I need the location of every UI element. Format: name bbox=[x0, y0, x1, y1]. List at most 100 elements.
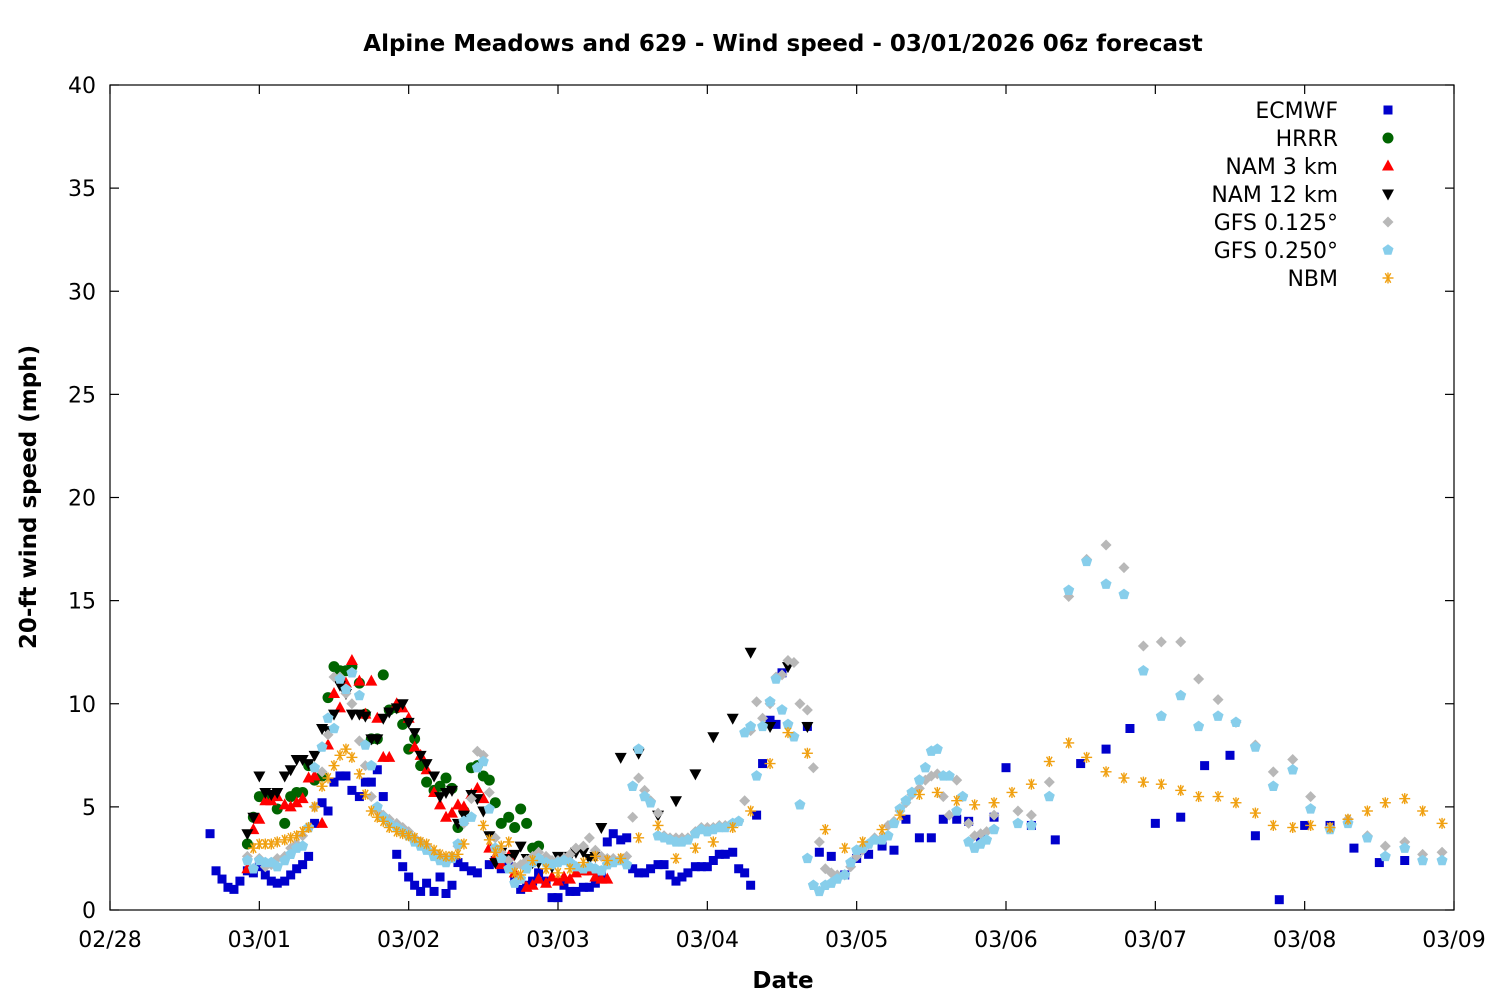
data-point bbox=[801, 721, 814, 733]
x-tick-label: 03/02 bbox=[377, 928, 440, 953]
data-point bbox=[601, 855, 613, 866]
data-point bbox=[937, 791, 949, 803]
data-point bbox=[1118, 772, 1130, 784]
data-point bbox=[888, 817, 900, 829]
data-point bbox=[1379, 850, 1391, 862]
legend-label-nam-12-km: NAM 12 km bbox=[1211, 183, 1338, 208]
data-point bbox=[1025, 778, 1037, 790]
data-point bbox=[589, 850, 601, 862]
data-point bbox=[931, 786, 943, 798]
data-point bbox=[1193, 791, 1205, 803]
data-point bbox=[377, 713, 390, 725]
data-point bbox=[317, 798, 327, 808]
data-point bbox=[346, 667, 358, 678]
data-point bbox=[1374, 858, 1384, 868]
data-point bbox=[951, 774, 963, 786]
data-point bbox=[565, 886, 575, 896]
data-point bbox=[752, 810, 762, 820]
x-tick-label: 03/03 bbox=[526, 928, 589, 953]
data-point bbox=[1137, 776, 1149, 788]
data-point bbox=[814, 847, 824, 857]
data-point bbox=[1250, 831, 1260, 841]
data-point bbox=[807, 762, 819, 774]
data-point bbox=[347, 785, 357, 795]
data-point bbox=[211, 866, 221, 876]
data-point bbox=[341, 771, 351, 781]
data-point bbox=[392, 849, 402, 859]
data-point bbox=[869, 834, 881, 845]
data-point bbox=[1175, 689, 1187, 701]
data-point bbox=[720, 849, 730, 859]
legend: ECMWF HRRR NAM 3 km NAM 12 km GFS 0.125° GFS … bbox=[1211, 99, 1394, 292]
series-gfs-0-125 bbox=[241, 539, 1448, 881]
data-point bbox=[1230, 797, 1242, 809]
data-point bbox=[615, 852, 627, 864]
data-point bbox=[653, 860, 663, 870]
data-point bbox=[1193, 720, 1205, 732]
data-point bbox=[241, 838, 253, 850]
series-ecmwf bbox=[205, 668, 1410, 905]
data-point bbox=[1212, 710, 1224, 721]
data-point bbox=[441, 889, 451, 898]
data-point bbox=[415, 836, 427, 848]
data-point bbox=[1267, 819, 1279, 831]
data-point bbox=[403, 830, 415, 842]
data-point bbox=[1175, 784, 1187, 796]
data-point bbox=[365, 805, 377, 817]
data-point bbox=[734, 864, 744, 874]
data-point bbox=[509, 867, 521, 879]
legend-label-nbm: NBM bbox=[1287, 267, 1338, 292]
data-point bbox=[516, 884, 526, 894]
data-point bbox=[271, 836, 283, 848]
y-tick-label: 25 bbox=[68, 383, 96, 408]
data-point bbox=[254, 862, 264, 872]
data-point bbox=[483, 774, 495, 786]
data-point bbox=[813, 836, 825, 848]
data-point bbox=[1305, 819, 1317, 831]
data-point bbox=[559, 880, 569, 890]
data-point bbox=[719, 821, 731, 833]
data-point bbox=[458, 815, 470, 826]
data-point bbox=[1043, 756, 1055, 767]
data-point bbox=[583, 832, 595, 844]
data-point bbox=[354, 792, 364, 802]
data-point bbox=[458, 838, 470, 850]
data-point bbox=[1267, 766, 1279, 778]
data-point bbox=[434, 848, 446, 860]
series-nbm bbox=[247, 727, 1448, 881]
data-point bbox=[682, 834, 694, 845]
y-axis: 0 5 10 15 20 25 30 35 40 bbox=[68, 74, 1454, 924]
legend-label-gfs-0-125: GFS 0.125° bbox=[1214, 211, 1338, 236]
data-point bbox=[279, 834, 291, 846]
x-tick-label: 03/01 bbox=[228, 928, 291, 953]
data-point bbox=[434, 792, 447, 804]
data-point bbox=[383, 750, 396, 762]
data-point bbox=[577, 847, 590, 859]
x-axis-title: Date bbox=[752, 968, 813, 994]
data-point bbox=[1043, 776, 1055, 788]
data-point bbox=[714, 849, 724, 859]
legend-label-hrrr: HRRR bbox=[1276, 127, 1338, 152]
data-point bbox=[782, 718, 794, 730]
data-point bbox=[943, 770, 955, 781]
legend-marker-nam-12-km bbox=[1382, 189, 1394, 201]
data-point bbox=[633, 743, 645, 754]
data-point bbox=[1361, 805, 1373, 817]
data-point bbox=[1076, 759, 1086, 769]
data-point bbox=[241, 854, 253, 866]
data-point bbox=[864, 849, 874, 859]
data-point bbox=[1305, 803, 1317, 814]
data-point bbox=[403, 743, 415, 755]
legend-label-ecmwf: ECMWF bbox=[1255, 99, 1338, 124]
data-point bbox=[608, 829, 618, 839]
data-point bbox=[563, 872, 576, 884]
legend-marker-hrrr bbox=[1382, 132, 1394, 144]
data-point bbox=[323, 806, 333, 816]
data-point bbox=[1324, 822, 1336, 833]
data-point bbox=[353, 674, 366, 686]
data-point bbox=[702, 862, 712, 872]
data-point bbox=[771, 719, 781, 729]
data-point bbox=[495, 852, 507, 864]
data-point bbox=[839, 869, 851, 880]
x-tick-label: 03/06 bbox=[974, 928, 1037, 953]
